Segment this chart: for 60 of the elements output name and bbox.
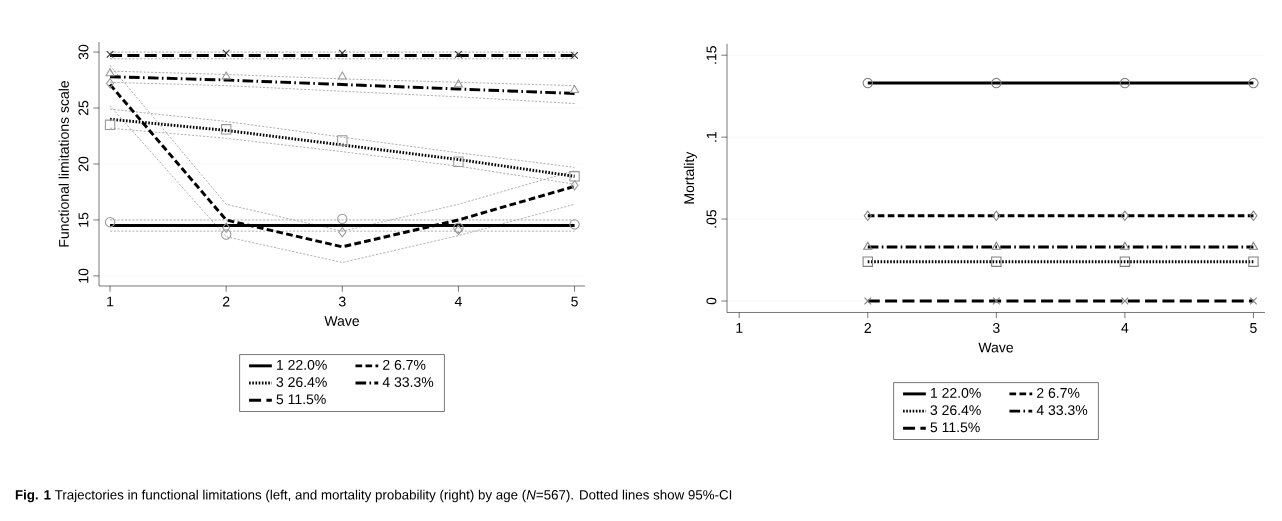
legend-label: 3 26.4% bbox=[930, 405, 981, 416]
x-tick-label: 3 bbox=[992, 323, 1000, 334]
point bbox=[570, 180, 579, 191]
legend-label: 5 11.5% bbox=[276, 394, 326, 405]
point bbox=[338, 49, 347, 58]
point bbox=[222, 49, 231, 58]
legend-label: 3 26.4% bbox=[276, 377, 327, 388]
text: Fig. 1 Trajectories in functional limitations (left, and mortality probability (right) by age (N=567). Dotted lines show 95%-CI bbox=[15, 489, 732, 503]
point bbox=[105, 68, 115, 77]
legend-label: 4 33.3% bbox=[382, 377, 434, 388]
point bbox=[569, 219, 580, 230]
x-axis-title: Wave bbox=[324, 316, 360, 326]
point bbox=[220, 229, 232, 240]
y-tick-label: 25 bbox=[78, 100, 89, 116]
x-axis-title: Wave bbox=[978, 342, 1013, 353]
x-tick-label: 5 bbox=[1250, 323, 1257, 333]
x-tick-label: 2 bbox=[222, 296, 230, 307]
point bbox=[570, 51, 579, 60]
line-series bbox=[109, 105, 576, 263]
y-tick-label: .15 bbox=[706, 46, 717, 64]
x-tick-label: 5 bbox=[571, 296, 578, 307]
point bbox=[104, 216, 116, 228]
x-tick-label: 4 bbox=[454, 296, 462, 307]
point bbox=[106, 78, 115, 89]
x-tick-label: 2 bbox=[864, 323, 871, 333]
point bbox=[453, 79, 464, 88]
line-series bbox=[109, 65, 576, 232]
x-tick-label: 1 bbox=[736, 323, 743, 333]
point bbox=[337, 213, 348, 225]
x-tick-label: 1 bbox=[107, 296, 114, 307]
point bbox=[104, 119, 116, 131]
point bbox=[220, 124, 232, 135]
point bbox=[106, 50, 114, 59]
x-tick-label: 3 bbox=[338, 296, 346, 307]
line-series bbox=[108, 83, 577, 249]
y-tick-label: .05 bbox=[706, 209, 717, 228]
x-tick-label: 4 bbox=[1121, 323, 1129, 333]
y-axis-title: Mortality bbox=[683, 151, 697, 204]
point bbox=[454, 50, 463, 59]
y-tick-label: 0 bbox=[706, 297, 717, 305]
y-tick-label: 20 bbox=[78, 156, 89, 172]
point bbox=[222, 222, 231, 233]
y-axis-title: Functional limitations scale bbox=[58, 81, 69, 247]
y-tick-label: 30 bbox=[78, 44, 89, 60]
point bbox=[569, 171, 580, 182]
point bbox=[453, 156, 464, 167]
point bbox=[569, 84, 580, 93]
legend-label: 4 33.3% bbox=[1036, 405, 1088, 416]
legend-label: 2 6.7% bbox=[1037, 387, 1080, 398]
legend-label: 5 11.5% bbox=[930, 422, 980, 433]
point bbox=[221, 71, 231, 80]
legend-label: 2 6.7% bbox=[383, 359, 426, 370]
y-tick-label: .1 bbox=[706, 132, 717, 142]
y-tick-label: 10 bbox=[78, 268, 89, 283]
legend-label: 1 22.0% bbox=[277, 359, 327, 370]
legend-label: 1 22.0% bbox=[931, 387, 981, 398]
point bbox=[338, 227, 347, 238]
y-tick-label: 15 bbox=[78, 212, 89, 227]
point bbox=[337, 71, 347, 80]
point bbox=[337, 135, 348, 146]
